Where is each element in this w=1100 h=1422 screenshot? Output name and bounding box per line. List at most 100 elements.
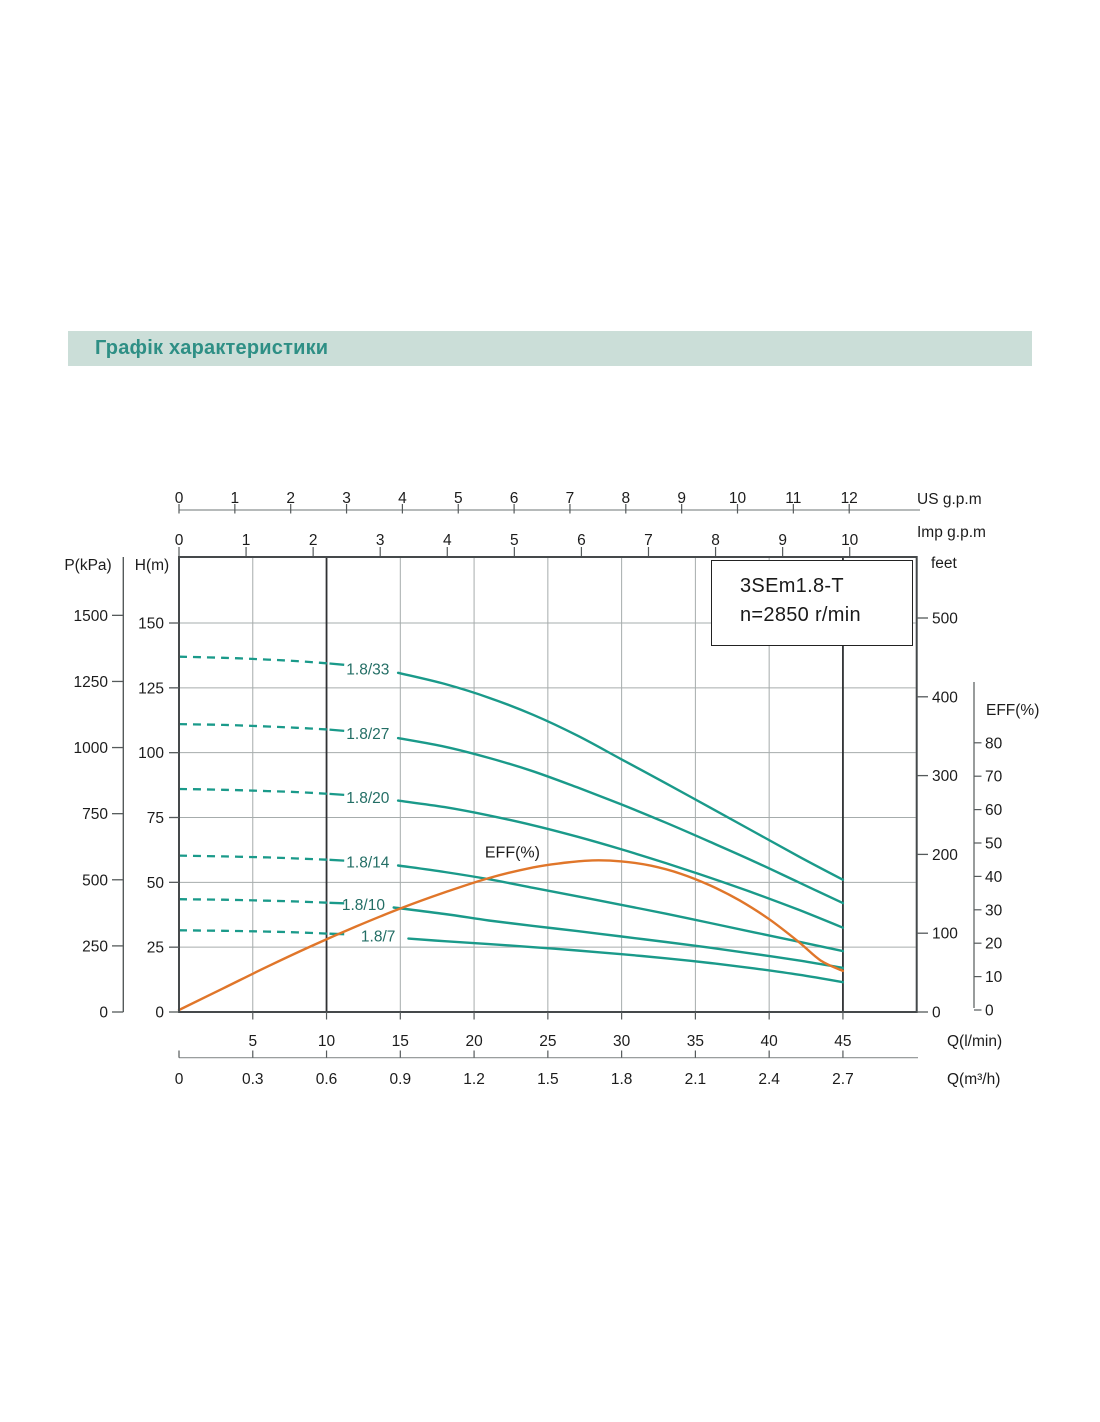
us-gpm-axis-title: US g.p.m: [917, 491, 982, 508]
head-curve-1.8/20: [396, 799, 845, 929]
head-curve-lead-1.8/20: [329, 792, 345, 797]
head-curve-lead-1.8/33: [329, 662, 345, 666]
head-curve-dashed-1.8/14: [178, 854, 330, 861]
imp-gpm-tick-label: 8: [711, 532, 720, 549]
p-kpa-tick-label: 750: [82, 806, 108, 823]
head-curve-dashed-1.8/33: [178, 655, 330, 665]
q-m3h-tick-label: 0.6: [316, 1071, 338, 1088]
imp-gpm-axis-title: Imp g.p.m: [917, 524, 986, 541]
head-curve-1.8/27: [396, 736, 845, 905]
eff-tick-label: 30: [985, 902, 1003, 919]
p-kpa-tick-label: 1250: [74, 674, 109, 691]
q-m3h-tick-label: 2.1: [685, 1071, 707, 1088]
model-speed: n=2850 r/min: [740, 604, 861, 626]
us-gpm-tick-label: 6: [510, 490, 519, 507]
h-m-tick-label: 25: [147, 940, 164, 957]
model-box: 3SEm1.8-T n=2850 r/min: [711, 560, 913, 646]
feet-tick-label: 0: [932, 1005, 941, 1022]
imp-gpm-tick-label: 10: [841, 532, 859, 549]
h-m-tick-label: 50: [147, 875, 165, 892]
eff-tick-label: 50: [985, 836, 1003, 853]
us-gpm-tick-label: 11: [785, 490, 801, 507]
us-gpm-tick-label: 7: [566, 490, 575, 507]
eff-tick-label: 0: [985, 1003, 994, 1020]
head-curve-1.8/10: [392, 906, 845, 970]
head-curve-dashed-1.8/7: [178, 929, 330, 935]
eff-tick-label: 70: [985, 769, 1003, 786]
head-curve-lead-1.8/14: [329, 858, 345, 862]
q-m3h-tick-label: 2.7: [832, 1071, 854, 1088]
us-gpm-tick-label: 5: [454, 490, 463, 507]
model-name: 3SEm1.8-T: [740, 575, 844, 597]
us-gpm-tick-label: 1: [231, 490, 240, 507]
head-curve-1.8/33: [396, 671, 845, 881]
imp-gpm-tick-label: 4: [443, 532, 452, 549]
feet-tick-label: 200: [932, 847, 958, 864]
eff-tick-label: 10: [985, 969, 1003, 986]
feet-tick-label: 100: [932, 926, 958, 943]
q-lmin-tick-label: 5: [248, 1033, 257, 1050]
q-lmin-tick-label: 25: [539, 1033, 556, 1050]
eff-tick-label: 80: [985, 735, 1003, 752]
us-gpm-tick-label: 12: [841, 490, 858, 507]
curve-label-1.8/20: 1.8/20: [346, 790, 389, 807]
q-lmin-axis-title: Q(l/min): [947, 1033, 1002, 1050]
us-gpm-tick-label: 0: [175, 490, 184, 507]
h-m-tick-label: 125: [138, 680, 164, 697]
us-gpm-tick-label: 4: [398, 490, 407, 507]
q-m3h-tick-label: 0.3: [242, 1071, 264, 1088]
imp-gpm-tick-label: 6: [577, 532, 586, 549]
imp-gpm-tick-label: 5: [510, 532, 519, 549]
head-curve-dashed-1.8/27: [178, 722, 330, 731]
p-kpa-tick-label: 0: [99, 1005, 108, 1022]
q-lmin-tick-label: 15: [392, 1033, 409, 1050]
q-lmin-tick-label: 40: [761, 1033, 779, 1050]
curve-label-1.8/7: 1.8/7: [361, 929, 395, 946]
eff-tick-label: 20: [985, 936, 1003, 953]
curve-label-1.8/14: 1.8/14: [346, 854, 389, 871]
eff-axis-title: EFF(%): [986, 702, 1039, 719]
eff-tick-label: 60: [985, 802, 1003, 819]
feet-axis-title: feet: [931, 555, 958, 572]
imp-gpm-tick-label: 7: [644, 532, 653, 549]
us-gpm-tick-label: 10: [729, 490, 747, 507]
curve-label-1.8/10: 1.8/10: [342, 897, 385, 914]
q-m3h-tick-label: 1.5: [537, 1071, 559, 1088]
us-gpm-tick-label: 3: [342, 490, 351, 507]
curve-label-1.8/33: 1.8/33: [346, 661, 389, 678]
us-gpm-tick-label: 9: [677, 490, 686, 507]
head-curve-dashed-1.8/10: [178, 898, 330, 904]
p-kpa-tick-label: 250: [82, 938, 108, 955]
efficiency-curve-label: EFF(%): [485, 845, 540, 862]
feet-tick-label: 300: [932, 768, 958, 785]
q-m3h-tick-label: 0.9: [390, 1071, 412, 1088]
q-lmin-tick-label: 10: [318, 1033, 336, 1050]
curve-label-1.8/27: 1.8/27: [346, 726, 389, 743]
us-gpm-tick-label: 2: [286, 490, 295, 507]
imp-gpm-tick-label: 0: [175, 532, 184, 549]
imp-gpm-tick-label: 1: [242, 532, 251, 549]
h-m-tick-label: 100: [138, 745, 164, 762]
q-lmin-tick-label: 20: [465, 1033, 483, 1050]
head-curve-1.8/7: [407, 937, 845, 984]
p-kpa-axis-title: P(kPa): [64, 557, 111, 574]
p-kpa-tick-label: 1500: [74, 608, 109, 625]
imp-gpm-tick-label: 3: [376, 532, 385, 549]
q-m3h-tick-label: 0: [175, 1071, 184, 1088]
p-kpa-tick-label: 500: [82, 872, 108, 889]
q-lmin-tick-label: 45: [834, 1033, 851, 1050]
head-curve-lead-1.8/10: [329, 901, 345, 905]
h-m-tick-label: 150: [138, 616, 164, 633]
h-m-tick-label: 75: [147, 810, 164, 827]
p-kpa-tick-label: 1000: [74, 740, 109, 757]
section-title-bar: Графік характеристики: [68, 331, 1032, 366]
efficiency-curve: [177, 859, 845, 1012]
q-m3h-tick-label: 2.4: [758, 1071, 780, 1088]
h-m-tick-label: 0: [155, 1005, 164, 1022]
feet-tick-label: 400: [932, 689, 958, 706]
q-m3h-tick-label: 1.8: [611, 1071, 633, 1088]
section-title: Графік характеристики: [95, 337, 329, 359]
head-curve-lead-1.8/27: [329, 728, 345, 733]
